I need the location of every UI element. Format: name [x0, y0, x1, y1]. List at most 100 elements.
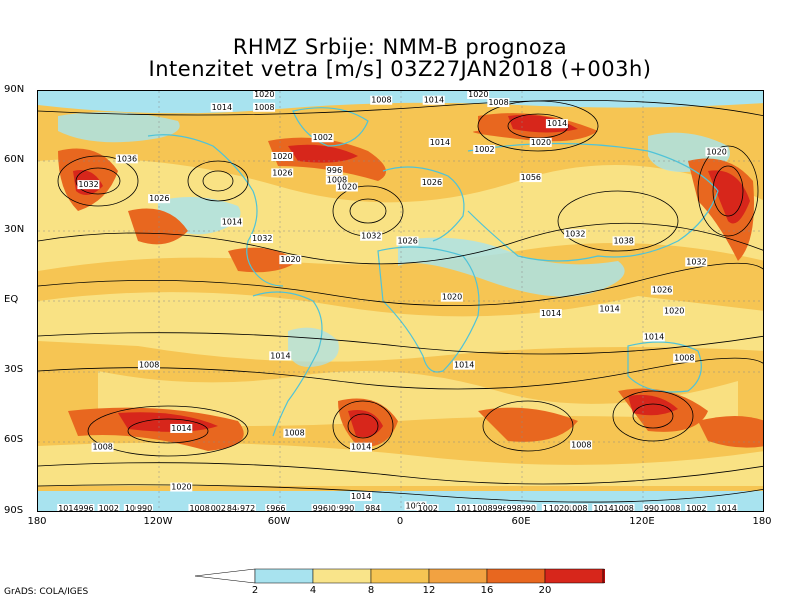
isobar-label: 1036 — [117, 154, 137, 163]
isobar-label-bg — [210, 102, 233, 112]
isobar-label: 1020 — [664, 307, 684, 316]
colorbar-tick-4: 4 — [309, 585, 317, 596]
isobar-label-bg — [271, 151, 294, 161]
colorbar-tick-20: 20 — [538, 585, 552, 596]
isobar-label: 984 — [222, 504, 237, 512]
lat-label-30n: 30N — [4, 224, 25, 235]
isobar-label: 1014 — [171, 424, 191, 433]
colorbar-tick-12: 12 — [422, 585, 436, 596]
isobar-label: 1008 — [567, 504, 587, 512]
colorbar-tick-2: 2 — [251, 585, 259, 596]
colorbar-segment — [428, 568, 488, 584]
lon-label-180e: 180 — [752, 516, 772, 527]
isobar-label: 1014 — [212, 103, 232, 112]
isobar-label-bg — [148, 194, 171, 204]
isobar-label: 1056 — [521, 173, 541, 182]
isobar-label-bg — [705, 147, 728, 157]
isobar-label-bg — [97, 504, 120, 511]
isobar-label: 1032 — [686, 257, 706, 266]
isobar-label: 1008 — [254, 103, 274, 112]
isobar-label-bg — [251, 234, 274, 244]
isobar-label: 1008 — [321, 504, 341, 512]
isobar-label-bg — [188, 504, 211, 511]
isobar-label-bg — [279, 255, 302, 265]
isobar-label: 996 — [313, 504, 328, 512]
isobar-label: 1014 — [270, 351, 290, 360]
isobar-label-bg — [420, 177, 443, 187]
isobar-label-bg — [337, 504, 355, 511]
colorbar-segment — [602, 568, 605, 584]
africa-coast — [377, 246, 480, 373]
isobar-label-bg — [471, 504, 494, 511]
isobar-label-bg — [491, 504, 509, 511]
isobar-label-bg — [547, 504, 570, 511]
isobar-label-bg — [598, 304, 621, 314]
isobar-label-bg — [57, 504, 80, 511]
isobar-label-bg — [253, 102, 276, 112]
isobar-label-bg — [673, 353, 696, 363]
isobar-label-bg — [115, 154, 138, 164]
isobar-label: 1014 — [222, 218, 242, 227]
isobar-label-bg — [77, 180, 100, 190]
isobar-label: 1002 — [125, 504, 145, 512]
isobar-label-bg — [428, 137, 451, 147]
isobar-label: 1008 — [614, 504, 634, 512]
chart-title-line2: Intenzitet vetra [m/s] 03Z27JAN2018 (+00… — [148, 57, 652, 81]
isobar-label: 1014 — [547, 119, 567, 128]
isobar-label-bg — [455, 504, 478, 511]
colorbar-tick-16: 16 — [480, 585, 494, 596]
isobar-label: 1002 — [686, 504, 706, 512]
lon-label-180w: 180 — [27, 516, 47, 527]
isobar-label-bg — [416, 504, 439, 511]
isobar-label: 1002 — [99, 504, 119, 512]
isobar-label: 996 — [492, 504, 507, 512]
isobar-label: 1008 — [674, 354, 694, 363]
isobar-label-bg — [325, 175, 348, 185]
isobar-label: 1002 — [474, 145, 494, 154]
isobar-label-bg — [505, 504, 523, 511]
isobar-label-bg — [487, 98, 510, 108]
isobar-label: 1008 — [139, 361, 159, 370]
lat-label-60s: 60S — [4, 434, 24, 445]
isobar-label: 996 — [78, 504, 93, 512]
isobar-label: 990 — [339, 504, 354, 512]
isobar-label: 1008 — [371, 96, 391, 105]
isobar-label-bg — [204, 504, 227, 511]
isobar-label: 1008 — [406, 501, 426, 510]
isobar-label-bg — [91, 442, 114, 452]
isobar-label-bg — [519, 504, 537, 511]
map-panel: 1020 1020 1008 1014 1008 1014 1008 1014 1002 1014… — [37, 90, 764, 512]
isobar-label-bg — [319, 504, 342, 511]
chart-title-line1: RHMZ Srbije: NMM-B prognoza — [232, 35, 568, 59]
isobar-label-bg — [663, 306, 686, 316]
isobar-label-bg — [311, 133, 334, 143]
isobar-label-bg — [612, 236, 635, 246]
isobar-label: 1002 — [418, 504, 438, 512]
isobar-label: 1002 — [206, 504, 226, 512]
isobar-label: 1008 — [189, 504, 209, 512]
credit-text: GrADS: COLA/IGES — [4, 587, 89, 597]
isobar-label-bg — [650, 285, 673, 295]
isobar-label: 1032 — [78, 180, 98, 189]
colorbar — [195, 568, 605, 584]
isobar-label-bg — [325, 166, 343, 176]
wind-speed-map: 1020 1020 1008 1014 1008 1014 1008 1014 1002 1014… — [38, 91, 763, 512]
isobar-label: 1008 — [284, 429, 304, 438]
lon-label-120w: 120W — [143, 516, 173, 527]
isobar-label: 1020 — [337, 182, 357, 191]
isobar-label: 1014 — [424, 96, 444, 105]
isobar-label: 1020 — [442, 293, 462, 302]
isobar-label-bg — [77, 504, 95, 511]
isobar-label-bg — [220, 217, 243, 227]
isobar-label: 1014 — [456, 504, 476, 512]
isobar-label-bg — [566, 504, 589, 511]
isobar-label-bg — [467, 91, 490, 99]
isobar-label-bg — [360, 231, 383, 241]
isobar-label: 1020 — [531, 138, 551, 147]
isobar-label: 1032 — [565, 229, 585, 238]
isobar-label: 1014 — [58, 504, 78, 512]
isobar-label-bg — [529, 137, 552, 147]
isobar-label-bg — [335, 182, 358, 192]
isobar-label: 1014 — [541, 309, 561, 318]
isobar-label-bg — [170, 423, 193, 433]
